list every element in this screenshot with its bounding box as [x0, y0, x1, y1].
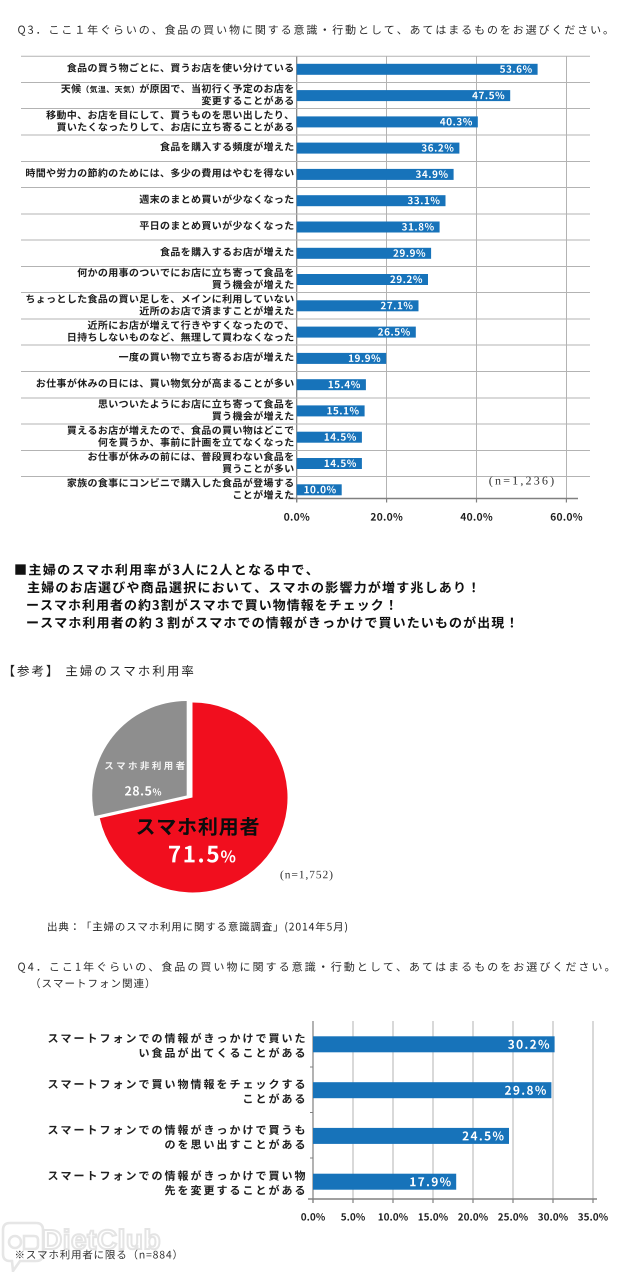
- svg-text:DietClub: DietClub: [42, 1224, 161, 1255]
